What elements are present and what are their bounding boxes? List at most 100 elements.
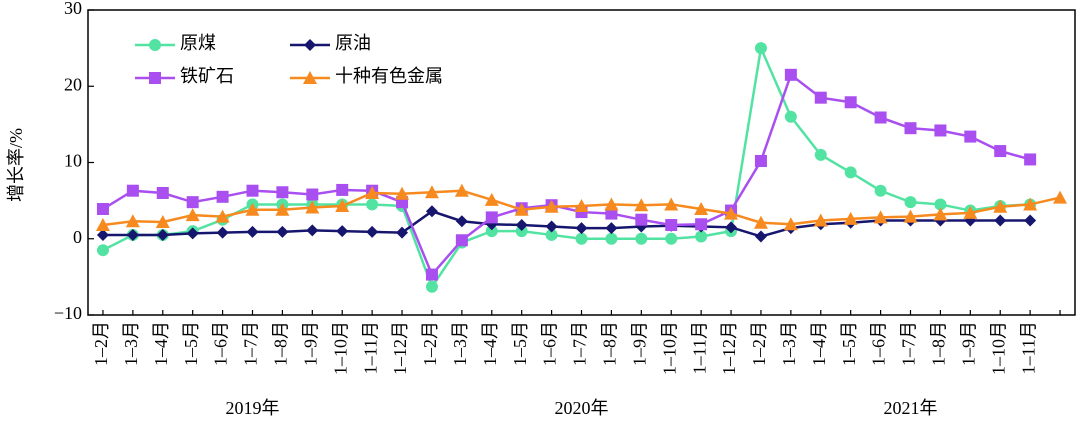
plot-frame (87, 9, 1076, 316)
point (754, 230, 767, 243)
point (605, 207, 618, 220)
point (156, 228, 169, 241)
point (246, 225, 259, 238)
x-tick-label: 1–12月 (390, 321, 410, 375)
x-tick-label: 1–5月 (839, 321, 859, 366)
point (454, 183, 469, 197)
point (934, 198, 947, 211)
x-tick-label: 1–5月 (510, 321, 530, 366)
series-line (102, 72, 1031, 277)
point (95, 218, 110, 232)
legend-marker (304, 39, 316, 51)
point (425, 268, 438, 281)
x-tick-label: 1–6月 (211, 321, 231, 366)
x-tick-label: 1–10月 (988, 321, 1008, 375)
point (574, 198, 589, 212)
x-tick-label: 1–11月 (689, 321, 709, 374)
point (635, 213, 648, 226)
point (933, 207, 948, 221)
point (843, 211, 858, 225)
point (1024, 214, 1037, 227)
point (994, 145, 1007, 158)
point (964, 130, 977, 143)
point (754, 154, 767, 167)
x-tick-label: 1–9月 (629, 321, 649, 366)
point (814, 91, 827, 104)
x-tick-label: 1–8月 (929, 321, 949, 366)
point (366, 198, 379, 211)
point (336, 183, 349, 196)
point (784, 68, 797, 81)
y-tick-label: 20 (64, 74, 82, 94)
point (904, 196, 917, 209)
x-group-label: 2019年 (226, 398, 280, 418)
point (396, 226, 409, 239)
x-tick-label: 1–9月 (300, 321, 320, 366)
point (634, 198, 649, 212)
y-tick-label: −10 (54, 303, 82, 323)
point (904, 122, 917, 135)
point (784, 110, 797, 123)
point (813, 213, 828, 227)
point (695, 230, 708, 243)
point (186, 196, 199, 209)
x-tick-label: 1–4月 (809, 321, 829, 366)
x-tick-label: 1–11月 (1018, 321, 1038, 374)
x-tick-label: 1–10月 (659, 321, 679, 375)
point (664, 197, 679, 211)
point (1053, 190, 1068, 204)
point (246, 184, 259, 197)
point (485, 211, 498, 224)
point (335, 198, 350, 212)
point (753, 215, 768, 229)
legend-label: 十种有色金属 (335, 66, 443, 86)
x-tick-label: 1–9月 (958, 321, 978, 366)
point (695, 218, 708, 231)
x-tick-label: 1–4月 (151, 321, 171, 366)
point (994, 214, 1007, 227)
x-tick-label: 1–8月 (600, 321, 620, 366)
point (126, 184, 139, 197)
point (963, 205, 978, 219)
point (635, 232, 648, 245)
point (575, 232, 588, 245)
legend-label: 原油 (335, 33, 371, 53)
point (276, 225, 289, 238)
point (485, 225, 498, 238)
x-tick-label: 1–11月 (360, 321, 380, 374)
point (605, 222, 618, 235)
x-tick-label: 1–2月 (420, 321, 440, 366)
legend-marker (149, 39, 161, 51)
point (125, 214, 140, 228)
point (306, 188, 319, 201)
point (365, 186, 380, 199)
y-axis-label: 增长率/% (6, 128, 26, 202)
point (1024, 153, 1037, 166)
legend-marker (149, 72, 161, 84)
point (186, 227, 199, 240)
point (306, 224, 319, 237)
point (425, 280, 438, 293)
x-tick-label: 1–8月 (271, 321, 291, 366)
point (665, 232, 678, 245)
point (455, 234, 468, 247)
x-tick-label: 1–3月 (450, 321, 470, 366)
x-tick-label: 1–7月 (241, 321, 261, 366)
x-tick-label: 1–3月 (121, 321, 141, 366)
point (605, 232, 618, 245)
point (336, 225, 349, 238)
x-group-label: 2021年 (884, 398, 938, 418)
point (216, 190, 229, 203)
point (96, 244, 109, 257)
point (395, 186, 410, 200)
point (814, 148, 827, 161)
x-tick-label: 1–6月 (869, 321, 889, 366)
point (545, 220, 558, 233)
y-tick-label: 10 (64, 151, 82, 171)
point (96, 203, 109, 216)
point (934, 124, 947, 137)
point (515, 225, 528, 238)
point (903, 209, 918, 223)
point (425, 205, 438, 218)
x-tick-label: 1–2月 (749, 321, 769, 366)
